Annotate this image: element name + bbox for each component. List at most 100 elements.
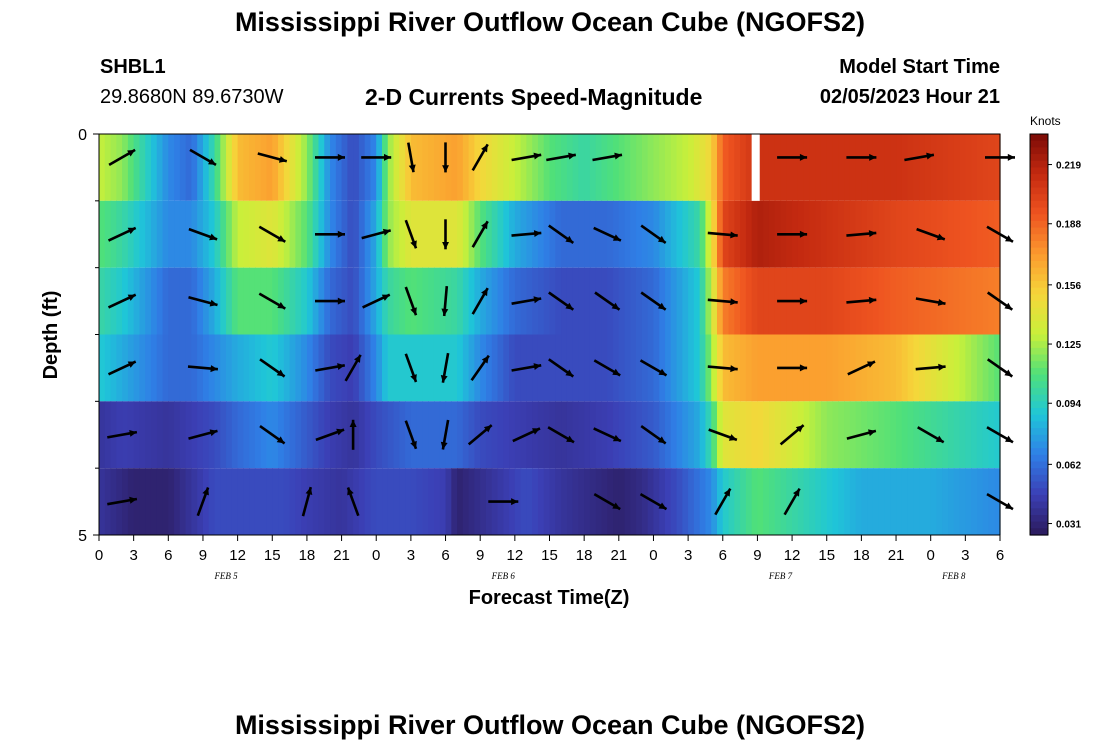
heat-cell — [919, 200, 926, 268]
current-arrow — [315, 153, 345, 161]
heat-cell — [913, 401, 920, 469]
heat-cell — [324, 468, 331, 535]
heat-cell — [896, 134, 903, 201]
heat-cell — [711, 401, 718, 469]
heat-cell — [399, 468, 406, 535]
current-arrow — [548, 224, 575, 244]
colorbar-segment — [1030, 180, 1048, 189]
heat-cell — [162, 134, 169, 201]
heat-cell — [150, 401, 158, 469]
heat-cell — [451, 200, 458, 268]
colorbar-segment — [1030, 334, 1048, 342]
heat-cell — [503, 401, 510, 469]
heat-cell — [341, 134, 348, 201]
heat-cell — [249, 134, 256, 201]
heat-cell — [179, 134, 187, 201]
colorbar-segment — [1030, 347, 1048, 356]
current-arrow — [440, 419, 450, 450]
heat-cell — [809, 468, 816, 535]
heat-cell — [150, 267, 158, 335]
heat-cell — [613, 401, 620, 469]
heat-cell — [670, 468, 678, 535]
heat-cell — [942, 200, 949, 268]
current-arrow — [470, 354, 490, 381]
heat-cell — [312, 134, 320, 201]
heat-cell — [330, 134, 337, 201]
heat-cell — [942, 401, 949, 469]
heat-cell — [254, 468, 262, 535]
heat-cell — [971, 134, 978, 201]
heat-cell — [641, 267, 649, 335]
heat-cell — [809, 334, 816, 402]
heat-cell — [451, 134, 458, 201]
heat-cell — [301, 468, 308, 535]
heat-cell — [416, 134, 424, 201]
heat-cell — [907, 468, 914, 535]
heat-cell — [376, 267, 383, 335]
heat-cell — [699, 468, 707, 535]
colorbar-segment — [1030, 448, 1048, 456]
heat-cell — [613, 267, 620, 335]
heat-cell — [965, 468, 972, 535]
heat-cell — [578, 401, 585, 469]
heat-cell — [295, 334, 302, 402]
heat-cell — [509, 401, 516, 469]
colorbar-segment — [1030, 481, 1048, 489]
heat-cell — [104, 334, 112, 402]
heat-cell — [809, 401, 816, 469]
heat-cell — [965, 334, 972, 402]
current-arrow — [107, 293, 137, 309]
heat-cell — [122, 134, 129, 201]
heat-cell — [174, 468, 181, 535]
current-arrow — [259, 425, 286, 445]
data-gap — [751, 134, 760, 201]
heat-cell — [249, 468, 256, 535]
heat-cell — [745, 401, 753, 469]
heat-cell — [803, 134, 811, 201]
colorbar-tick-label: 0.062 — [1056, 460, 1081, 471]
heat-cell — [341, 401, 348, 469]
heat-cell — [896, 267, 903, 335]
heat-cell — [682, 468, 689, 535]
current-arrow — [189, 148, 217, 167]
heat-cell — [584, 401, 591, 469]
heat-cell — [555, 134, 562, 201]
heat-cell — [953, 200, 961, 268]
heat-cell — [347, 468, 354, 535]
heat-cell — [849, 134, 857, 201]
heat-cell — [653, 401, 660, 469]
heat-cell — [959, 468, 966, 535]
heat-cell — [433, 334, 441, 402]
colorbar-segment — [1030, 434, 1048, 443]
colorbar-segment — [1030, 521, 1048, 529]
heat-cell — [878, 468, 886, 535]
heat-cell — [480, 334, 487, 402]
heat-cell — [451, 401, 458, 469]
heat-cell — [278, 334, 285, 402]
current-arrow — [639, 359, 668, 377]
current-arrow — [639, 492, 668, 511]
heat-cell — [399, 401, 406, 469]
heat-cell — [820, 468, 828, 535]
heat-cell — [393, 267, 400, 335]
heat-cell — [624, 468, 631, 535]
colorbar-segment — [1030, 474, 1048, 483]
heat-cell — [740, 401, 747, 469]
x-tick-label: 15 — [264, 547, 281, 564]
heat-cell — [549, 200, 556, 268]
heat-cell — [924, 134, 932, 201]
heat-cell — [480, 468, 487, 535]
heat-cell — [572, 401, 579, 469]
heat-cell — [584, 134, 591, 201]
heat-cell — [676, 401, 683, 469]
heat-cell — [584, 267, 591, 335]
model-start-value: 02/05/2023 Hour 21 — [819, 86, 1000, 108]
heat-cell — [809, 200, 816, 268]
heat-cell — [988, 468, 995, 535]
heat-cell — [676, 334, 683, 402]
colorbar-segment — [1030, 154, 1048, 162]
heat-cell — [214, 267, 221, 335]
heat-cell — [520, 134, 527, 201]
heat-cell — [387, 468, 395, 535]
current-arrow — [315, 297, 345, 305]
